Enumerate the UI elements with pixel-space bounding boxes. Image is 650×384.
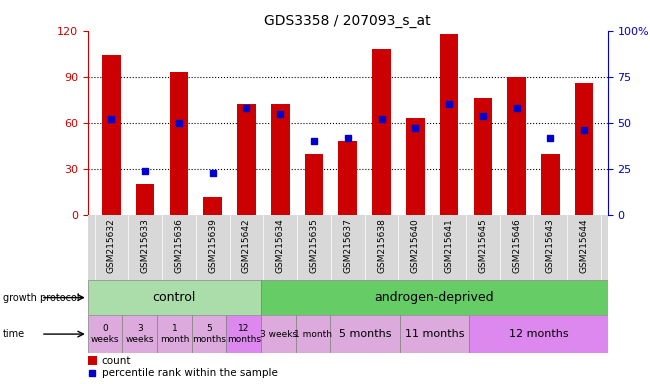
Bar [474,98,492,215]
Bar [400,315,469,353]
Bar [372,49,391,215]
Bar [469,315,608,353]
Bar [406,118,424,215]
Bar [136,184,155,215]
Bar [88,215,608,280]
Text: GSM215645: GSM215645 [478,218,488,273]
Text: androgen-deprived: androgen-deprived [374,291,494,304]
Text: growth protocol: growth protocol [3,293,80,303]
Bar [88,315,122,353]
Text: control: control [153,291,196,304]
Text: count: count [102,356,131,366]
Bar [339,141,357,215]
Text: GSM215644: GSM215644 [580,218,589,273]
Text: 12
months: 12 months [227,324,261,344]
Bar [261,315,296,353]
Text: 3 weeks: 3 weeks [260,329,297,339]
Title: GDS3358 / 207093_s_at: GDS3358 / 207093_s_at [265,14,431,28]
Bar [88,280,261,315]
Text: GSM215642: GSM215642 [242,218,251,273]
Text: GSM215636: GSM215636 [174,218,183,273]
Text: GSM215633: GSM215633 [140,218,150,273]
Bar [88,356,97,366]
Text: 1
month: 1 month [160,324,189,344]
Bar [157,315,192,353]
Text: 5 months: 5 months [339,329,391,339]
Bar [122,315,157,353]
Bar [507,77,526,215]
Bar [330,315,400,353]
Text: percentile rank within the sample: percentile rank within the sample [102,368,278,379]
Text: 0
weeks: 0 weeks [91,324,120,344]
Text: GSM215646: GSM215646 [512,218,521,273]
Bar [541,154,560,215]
Bar [102,55,121,215]
Bar [305,154,323,215]
Bar [440,34,458,215]
Text: GSM215641: GSM215641 [445,218,454,273]
Text: GSM215638: GSM215638 [377,218,386,273]
Bar [271,104,289,215]
Bar [170,72,188,215]
Text: 1 month: 1 month [294,329,332,339]
Bar [575,83,593,215]
Text: 5
months: 5 months [192,324,226,344]
Text: 12 months: 12 months [508,329,568,339]
Text: time: time [3,329,25,339]
Text: GSM215640: GSM215640 [411,218,420,273]
Bar [237,104,255,215]
Text: GSM215643: GSM215643 [546,218,555,273]
Bar [192,315,226,353]
Text: GSM215634: GSM215634 [276,218,285,273]
Text: GSM215637: GSM215637 [343,218,352,273]
Bar [203,197,222,215]
Text: GSM215639: GSM215639 [208,218,217,273]
Text: 11 months: 11 months [405,329,464,339]
Bar [226,315,261,353]
Bar [296,315,330,353]
Text: GSM215635: GSM215635 [309,218,318,273]
Text: GSM215632: GSM215632 [107,218,116,273]
Text: 3
weeks: 3 weeks [125,324,154,344]
Bar [261,280,608,315]
